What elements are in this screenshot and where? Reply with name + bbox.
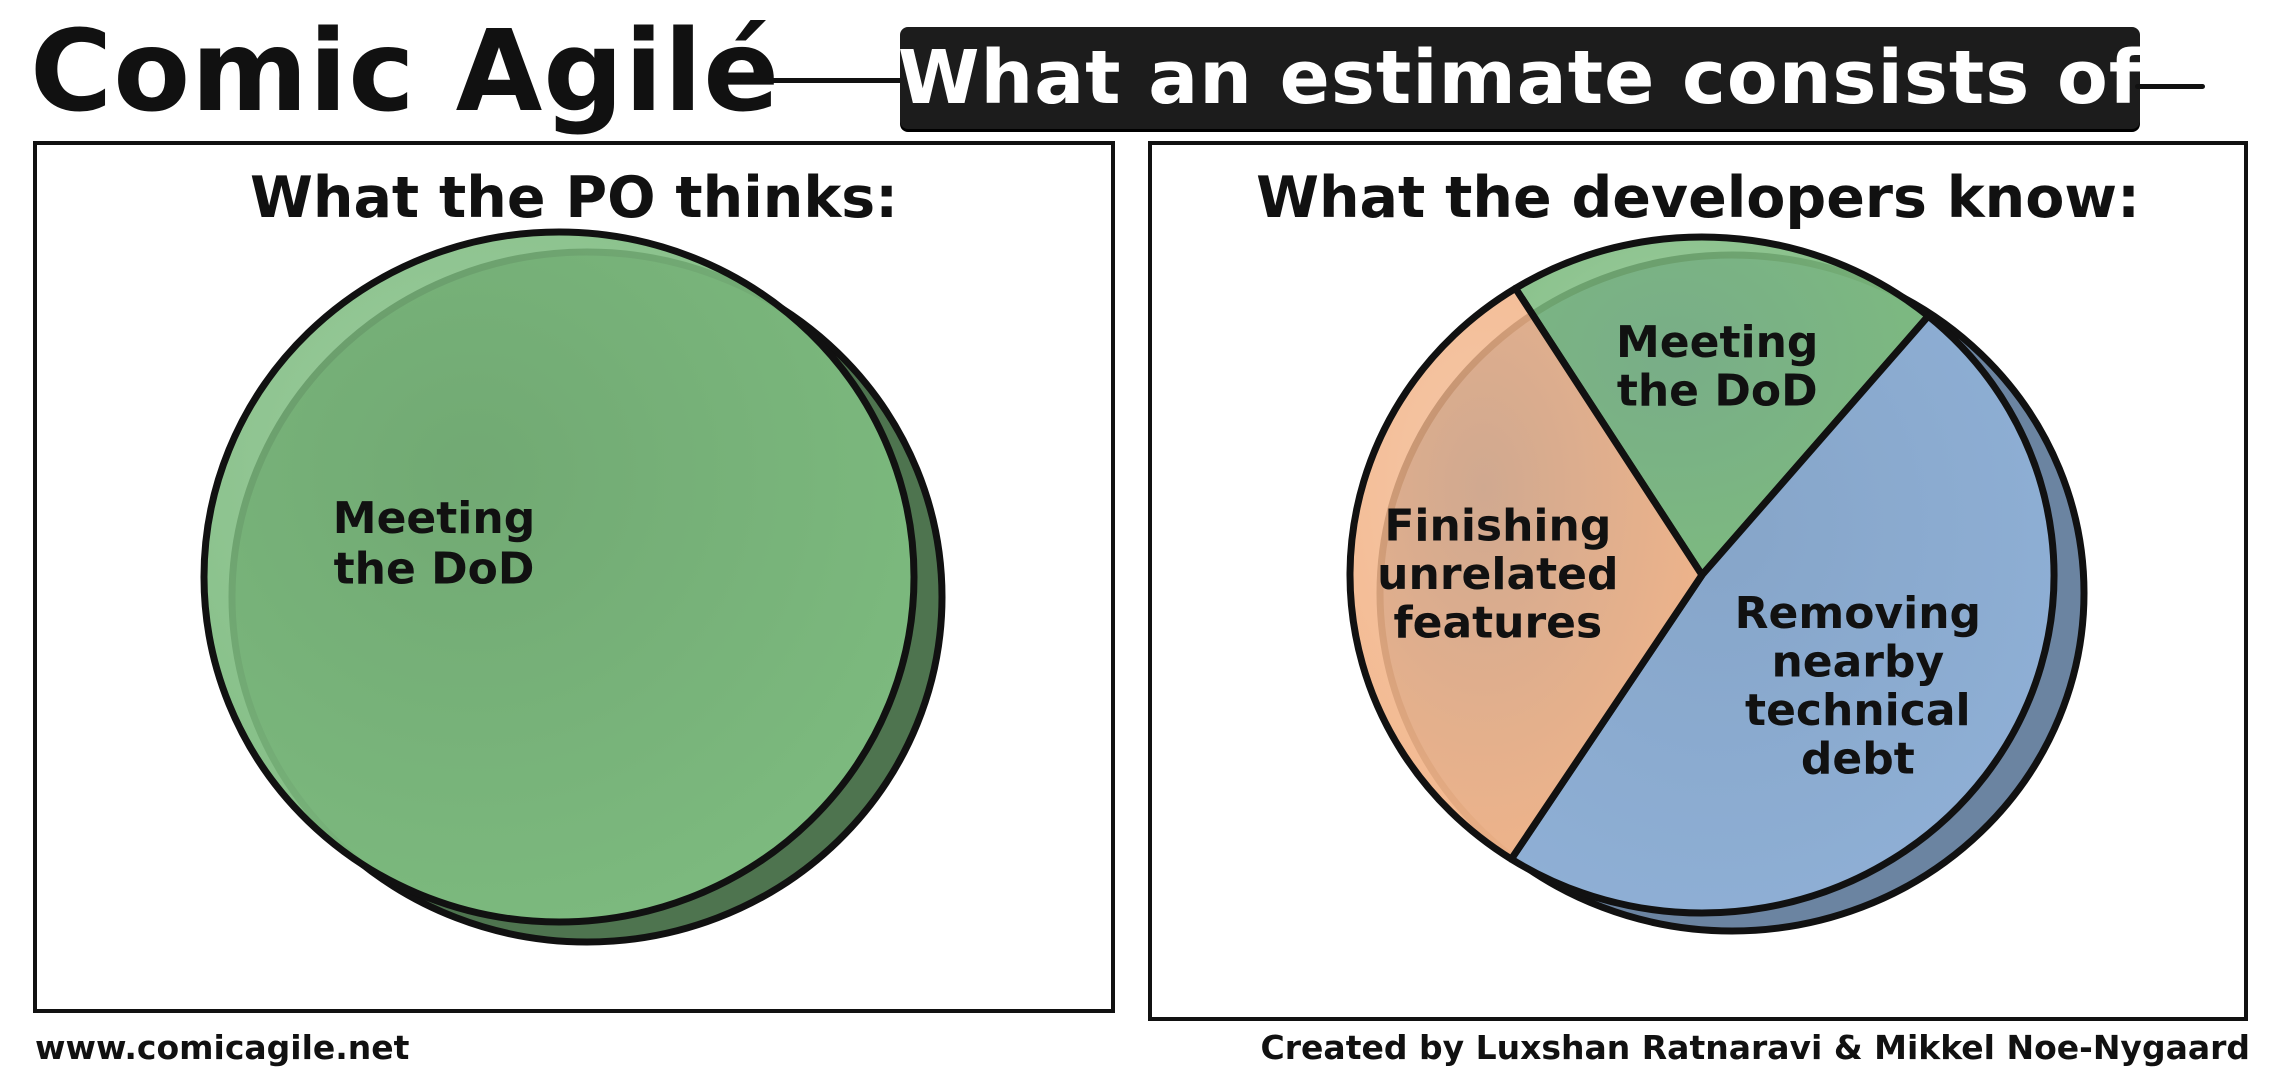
pie-chart-po: Meeting the DoD [200, 228, 946, 946]
pie-slice-label-line: the DoD [334, 543, 535, 594]
brand-logo-text: Comic Agilé [30, 7, 781, 137]
banner-title: What an estimate consists of [897, 35, 2143, 121]
pie-slice-label-line: Meeting [333, 493, 535, 544]
pie-slice-label-line: unrelated [1377, 549, 1618, 600]
pie-slice-label-line: Removing [1735, 588, 1981, 639]
pie-slice-label-line: debt [1801, 733, 1915, 784]
pie-slice-label-meeting-the-dod: Meeting the DoD [333, 493, 535, 595]
pie-slice-label-line: Meeting [1616, 317, 1818, 368]
pie-slice-label-finishing-unrelated-features: Finishing unrelated features [1377, 501, 1618, 649]
pie-slice-label-removing-nearby-technical-debt: Removing nearby technical debt [1735, 588, 1981, 784]
panel-po-thinks: What the PO thinks: Meeting the DoD [33, 141, 1115, 1013]
pie-chart-developers: Meeting the DoD Removing nearby technical deb… [1346, 233, 2088, 935]
pie-slice-label-line: nearby [1771, 637, 1944, 688]
footer-credits: Created by Luxshan Ratnaravi & Mikkel No… [1260, 1028, 2250, 1067]
title-banner: What an estimate consists of [897, 27, 2143, 129]
footer-website: www.comicagile.net [35, 1028, 410, 1067]
pie-slice-removing-nearby-technical-debt [1507, 312, 2058, 917]
pie-slice-meeting-the-dod [1511, 233, 1932, 579]
pie-slice-finishing-unrelated-features [1346, 284, 1706, 863]
panel-developers-know: What the developers know: Meeting the DoD… [1148, 141, 2248, 1021]
pie-slice-label-line: features [1393, 597, 1602, 648]
pie-slice-label-meeting-the-dod: Meeting the DoD [1616, 317, 1818, 416]
pie-slice-label-line: technical [1745, 685, 1971, 736]
panel-title-po: What the PO thinks: [250, 165, 898, 231]
pie-slice-label-line: Finishing [1384, 501, 1611, 552]
header-rule-right [2135, 84, 2205, 89]
panel-title-developers: What the developers know: [1256, 165, 2140, 231]
pie-slice-label-line: the DoD [1617, 366, 1818, 417]
pie-slice-meeting-the-dod [200, 228, 918, 926]
header-rule-left [740, 78, 910, 83]
